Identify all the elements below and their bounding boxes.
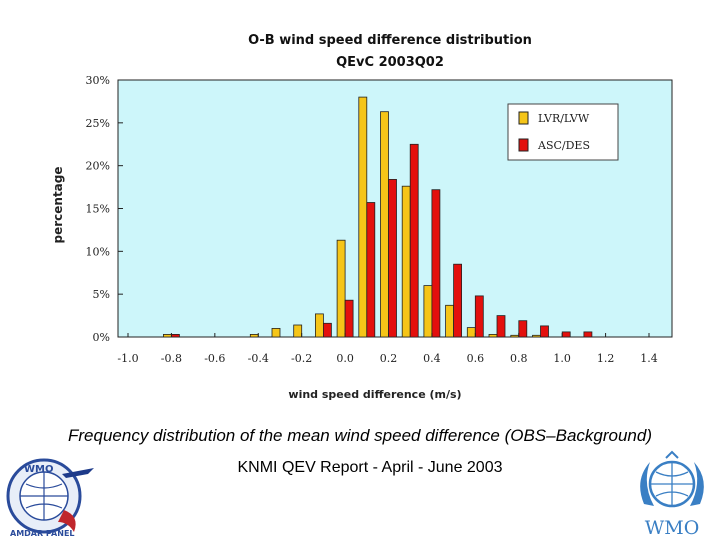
chart-subtitle: QEvC 2003Q02 — [336, 55, 444, 70]
bar-lvr-0.5 — [445, 304, 455, 338]
x-axis: -1.0 -0.8 -0.6 -0.4 -0.2 0.0 0.2 0.4 0.6 0.8 1.0 1.… — [117, 333, 658, 365]
bar-lvr--0.8 — [162, 333, 172, 338]
legend-label-lvr: LVR/LVW — [538, 112, 590, 125]
bar-asc-0.1 — [366, 202, 376, 338]
bar-asc-0 — [344, 299, 354, 338]
bar-lvr-0.6 — [466, 327, 476, 338]
bar-asc-1 — [561, 331, 571, 338]
bar-lvr-0.1 — [358, 96, 368, 338]
x-tick-label: 1.0 — [553, 352, 571, 365]
x-tick-label: -1.0 — [117, 352, 138, 365]
bar-asc--0.1 — [322, 322, 332, 338]
bar-lvr--0.3 — [271, 327, 281, 338]
x-axis-label: wind speed difference (m/s) — [288, 388, 461, 401]
report-title: KNMI QEV Report - April - June 2003 — [237, 459, 503, 476]
x-tick-label: -0.8 — [161, 352, 182, 365]
bar-asc-0.7 — [496, 315, 506, 338]
y-axis-label: percentage — [51, 166, 65, 243]
y-axis: 0% 5% 10% 15% 20% 25% 30% — [86, 74, 123, 344]
x-tick-label: 1.4 — [640, 352, 658, 365]
bars-group — [162, 96, 593, 338]
y-tick-label: 30% — [86, 74, 110, 87]
x-tick-label: 0.0 — [336, 352, 354, 365]
bar-lvr-0.9 — [532, 334, 541, 338]
amdar-logo-panel-text: AMDAR PANEL — [10, 529, 75, 538]
legend-swatch-lvr — [518, 111, 529, 125]
y-tick-label: 10% — [86, 245, 110, 258]
legend-label-asc: ASC/DES — [537, 139, 590, 152]
bar-asc-0.8 — [518, 320, 528, 338]
bar-asc-0.2 — [388, 178, 397, 338]
bar-asc-0.5 — [453, 263, 463, 338]
bar-lvr--0.2 — [293, 324, 303, 338]
x-tick-label: 0.4 — [423, 352, 441, 365]
bar-lvr-0.2 — [380, 111, 389, 338]
amdar-logo-wmo-text: WMO — [24, 464, 53, 475]
bar-asc-1.1 — [583, 331, 593, 338]
y-tick-label: 5% — [93, 288, 110, 301]
bar-lvr-0 — [336, 239, 346, 338]
x-tick-label: -0.6 — [204, 352, 225, 365]
bar-lvr--0.4 — [249, 333, 259, 338]
y-tick-label: 25% — [86, 117, 110, 130]
bar-asc-0.6 — [474, 295, 484, 338]
bar-lvr-0.7 — [488, 333, 498, 338]
y-tick-label: 0% — [93, 331, 110, 344]
x-tick-label: -0.2 — [291, 352, 312, 365]
chart-title: O-B wind speed difference distribution — [248, 33, 532, 48]
x-tick-label: 0.8 — [510, 352, 528, 365]
bar-asc-0.3 — [409, 143, 419, 338]
legend: LVR/LVW ASC/DES — [507, 103, 619, 161]
x-tick-label: -0.4 — [248, 352, 269, 365]
x-tick-label: 0.2 — [380, 352, 398, 365]
wmo-logo: WMO — [640, 450, 704, 538]
bar-asc--0.8 — [170, 333, 180, 338]
bar-asc-0.9 — [540, 325, 549, 338]
bar-lvr-0.8 — [510, 334, 520, 338]
x-tick-label: 1.2 — [597, 352, 615, 365]
bar-lvr-0.4 — [423, 285, 433, 338]
bar-lvr-0.3 — [401, 185, 411, 338]
figure-caption: Frequency distribution of the mean wind … — [68, 426, 652, 445]
legend-swatch-asc — [518, 138, 529, 152]
bar-asc-0.4 — [431, 189, 441, 338]
bar-lvr--0.1 — [314, 313, 324, 338]
y-tick-label: 20% — [86, 160, 110, 173]
wmo-logo-text: WMO — [645, 517, 700, 538]
y-tick-label: 15% — [86, 203, 110, 216]
x-tick-label: 0.6 — [467, 352, 485, 365]
chart: O-B wind speed difference distribution Q… — [51, 33, 673, 401]
amdar-panel-logo: WMO AMDAR PANEL — [6, 458, 94, 538]
